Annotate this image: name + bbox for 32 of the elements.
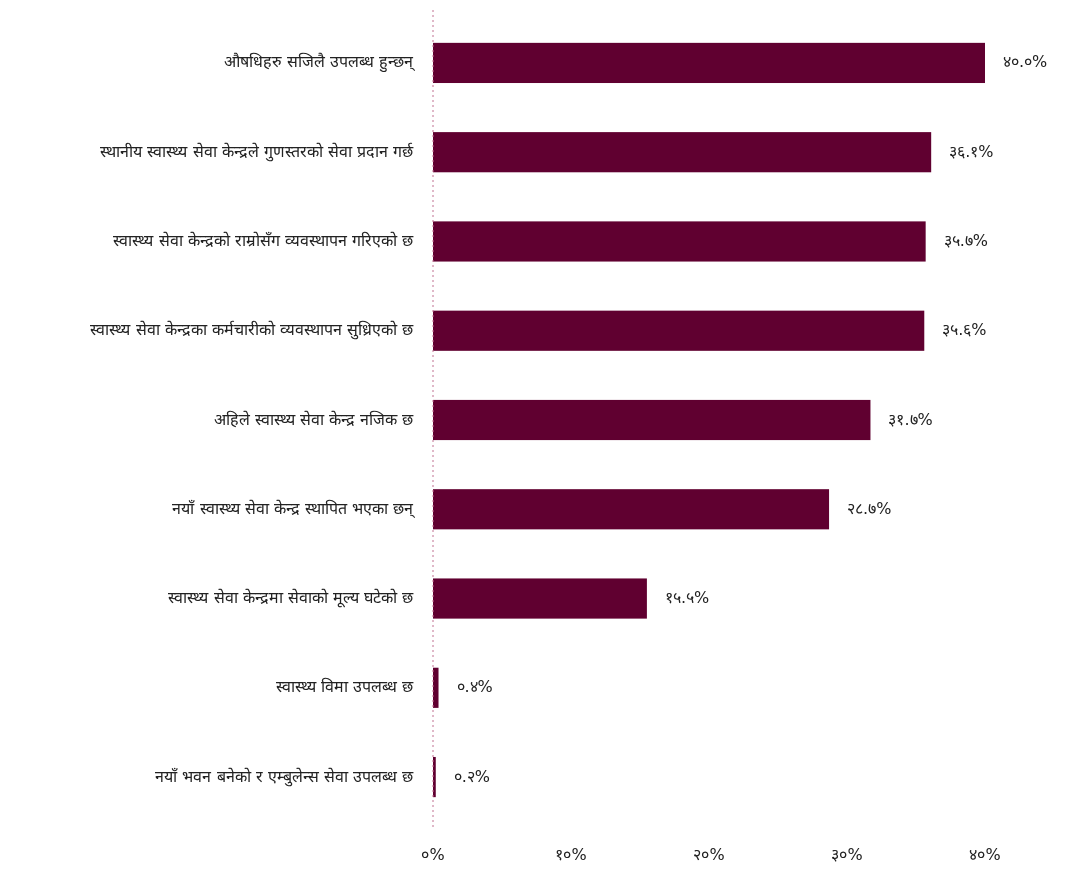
bar <box>433 399 871 441</box>
data-label: २८.७% <box>847 498 892 518</box>
bar <box>433 310 925 351</box>
y-tick-label: स्वास्थ्य सेवा केन्द्रमा सेवाको मूल्य घटेको छ <box>168 588 414 609</box>
x-tick-label: ०% <box>421 845 445 864</box>
data-label: ३१.७% <box>888 409 933 429</box>
y-tick-label: स्वास्थ्य सेवा केन्द्रको राम्रोसँग व्यवस्थापन गरिएको छ <box>113 230 414 250</box>
x-tick-label: २०% <box>693 845 725 864</box>
y-tick-label: नयाँ स्वास्थ्य सेवा केन्द्र स्थापित भएका छन् <box>172 498 416 519</box>
data-label: १५.५% <box>664 588 710 608</box>
y-tick-label: अहिले स्वास्थ्य सेवा केन्द्र नजिक छ <box>213 409 414 429</box>
bar <box>433 42 985 84</box>
bar <box>433 578 647 619</box>
bar <box>433 756 436 798</box>
bar <box>433 132 932 173</box>
data-label: ०.४% <box>456 677 493 697</box>
data-label: ०.२% <box>453 766 491 786</box>
bar <box>433 667 439 708</box>
y-tick-label: स्वास्थ्य विमा उपलब्ध छ <box>275 677 414 697</box>
bar <box>433 489 830 530</box>
data-label: ३६.१% <box>949 141 994 161</box>
y-tick-label: औषधिहरु सजिलै उपलब्ध हुन्छन् <box>223 52 416 74</box>
data-label: ३५.६% <box>942 320 987 340</box>
y-tick-label: स्वास्थ्य सेवा केन्द्रका कर्मचारीको व्यवस्थापन सुध्रिएको छ <box>90 320 414 341</box>
y-tick-label: नयाँ भवन बनेको र एम्बुलेन्स सेवा उपलब्ध छ <box>155 766 414 787</box>
data-label: ४०.०% <box>1003 52 1048 72</box>
bar <box>433 221 926 262</box>
y-tick-label: स्थानीय स्वास्थ्य सेवा केन्द्रले गुणस्तरको सेवा प्रदान गर्छ <box>100 141 414 162</box>
x-tick-label: ३०% <box>831 845 863 864</box>
x-tick-label: ४०% <box>969 845 1001 864</box>
data-label: ३५.७% <box>943 230 988 250</box>
x-tick-label: १०% <box>555 845 587 864</box>
